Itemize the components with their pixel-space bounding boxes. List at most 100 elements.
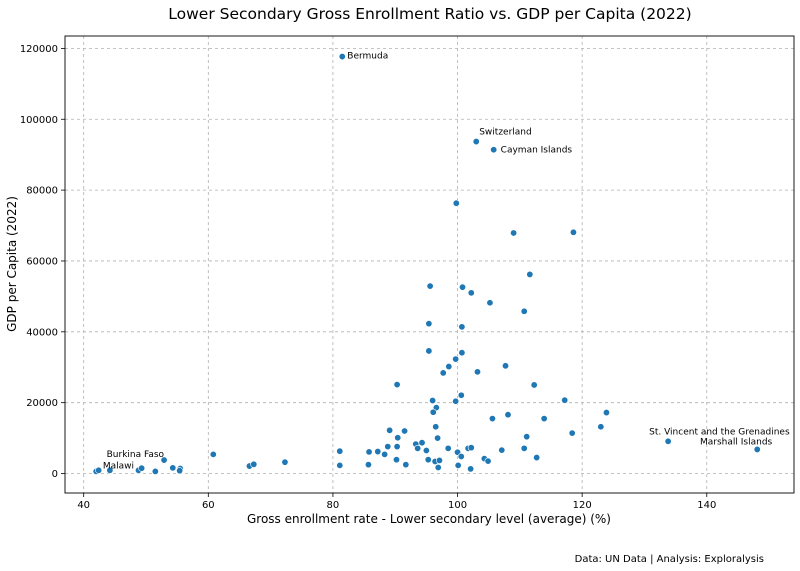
data-point [459, 283, 467, 291]
data-point [454, 461, 462, 469]
y-tick-label: 40000 [26, 327, 58, 338]
data-point [393, 443, 401, 451]
data-point [602, 409, 610, 417]
data-point [502, 362, 510, 370]
data-point [169, 464, 177, 472]
data-point [384, 443, 392, 451]
y-tick-label: 80000 [26, 186, 58, 197]
data-point [490, 146, 498, 154]
data-point [338, 53, 346, 61]
data-point [444, 444, 452, 452]
data-point [533, 454, 541, 462]
data-point [540, 415, 548, 423]
grid-lines [65, 36, 794, 493]
data-point [160, 456, 168, 464]
x-tick-label: 120 [573, 500, 592, 511]
data-point [365, 448, 373, 456]
data-point [138, 464, 146, 472]
data-point [597, 423, 605, 431]
data-point [523, 433, 531, 441]
y-tick-label: 100000 [20, 115, 58, 126]
data-point [402, 461, 410, 469]
data-point [151, 467, 159, 475]
data-point [561, 396, 569, 404]
y-tick-label: 60000 [26, 256, 58, 267]
point-annotation: Malawi [103, 461, 134, 471]
data-point [488, 415, 496, 423]
data-point [393, 381, 401, 389]
data-point [568, 429, 576, 437]
data-point [530, 381, 538, 389]
data-point [426, 282, 434, 290]
data-point [520, 307, 528, 315]
data-point [422, 446, 430, 454]
data-point [209, 450, 217, 458]
data-point [364, 461, 372, 469]
x-tick-label: 60 [202, 500, 215, 511]
plot-frame [64, 35, 795, 494]
data-point [569, 228, 577, 236]
data-point [434, 434, 442, 442]
data-point [484, 457, 492, 465]
data-point [381, 450, 389, 458]
data-point [401, 427, 409, 435]
data-point [432, 423, 440, 431]
y-tick-label: 120000 [20, 44, 58, 55]
data-point [424, 456, 432, 464]
point-annotation: St. Vincent and the Grenadines [649, 427, 790, 437]
data-point [526, 270, 534, 278]
data-point [452, 355, 460, 363]
source-credit: Data: UN Data | Analysis: Exploralysis [575, 554, 764, 565]
x-tick-label: 40 [77, 500, 90, 511]
y-tick-label: 20000 [26, 398, 58, 409]
data-point [458, 323, 466, 331]
data-point [435, 456, 443, 464]
data-point [504, 411, 512, 419]
data-point [473, 368, 481, 376]
data-point [439, 369, 447, 377]
x-tick-label: 80 [327, 500, 340, 511]
data-point [445, 363, 453, 371]
data-point [95, 466, 103, 474]
x-tick-label: 140 [697, 500, 716, 511]
data-point [414, 444, 422, 452]
data-point [250, 460, 258, 468]
data-point [753, 445, 761, 453]
point-annotation: Cayman Islands [501, 146, 573, 156]
data-point [336, 447, 344, 455]
point-annotation: Bermuda [347, 52, 388, 62]
data-point [336, 461, 344, 469]
data-point [520, 444, 528, 452]
data-point [392, 456, 400, 464]
data-points [92, 53, 761, 475]
x-axis-ticks: 40 60 80 100 120 140 [77, 493, 716, 511]
data-point [281, 458, 289, 466]
data-point [374, 448, 382, 456]
data-point [106, 466, 114, 474]
data-point [452, 397, 460, 405]
data-point [434, 463, 442, 471]
data-point [394, 434, 402, 442]
chart-title: Lower Secondary Gross Enrollment Ratio v… [168, 5, 691, 23]
data-point [452, 199, 460, 207]
point-annotation: Marshall Islands [700, 437, 773, 447]
y-tick-label: 0 [52, 469, 58, 480]
y-axis-label: GDP per Capita (2022) [5, 196, 19, 332]
data-point [458, 349, 466, 357]
data-point [510, 229, 518, 237]
point-annotation: Switzerland [479, 128, 532, 138]
data-point [418, 439, 426, 447]
point-annotations: Bermuda Switzerland Cayman Islands St. Vinc… [103, 52, 790, 472]
point-annotation: Burkina Faso [107, 450, 165, 460]
data-point [457, 453, 465, 461]
data-point [425, 320, 433, 328]
y-axis-ticks: 0 20000 40000 60000 80000 100000 120000 [20, 44, 65, 480]
data-point [472, 138, 480, 146]
data-point [457, 391, 465, 399]
data-point [467, 289, 475, 297]
data-point [467, 444, 475, 452]
x-tick-label: 100 [448, 500, 467, 511]
x-axis-label: Gross enrollment rate - Lower secondary … [247, 512, 611, 526]
data-point [486, 299, 494, 307]
